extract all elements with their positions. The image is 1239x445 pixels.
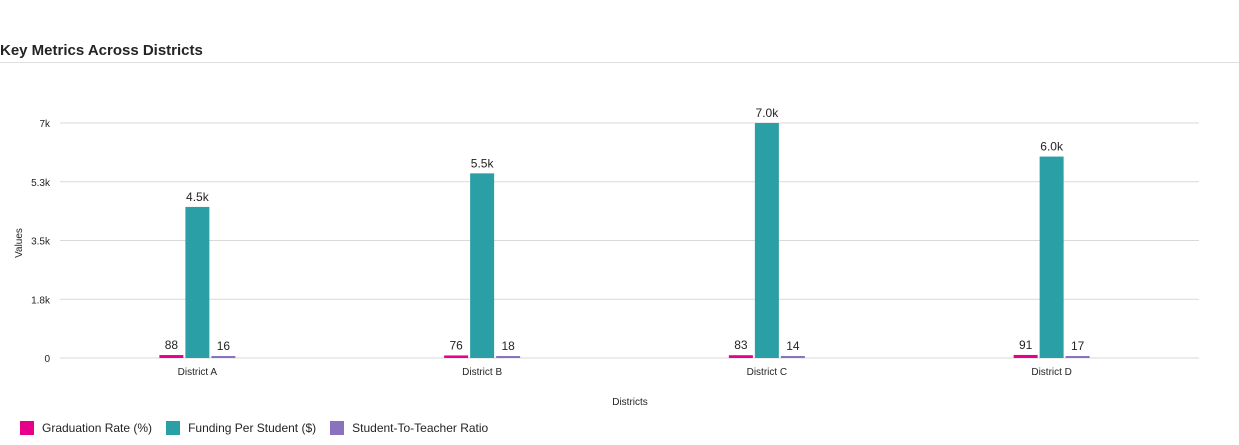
data-label: 5.5k xyxy=(471,156,495,170)
y-tick-label: 0 xyxy=(44,354,50,365)
x-tick-label: District A xyxy=(178,367,218,378)
bar[interactable] xyxy=(780,356,805,358)
bar[interactable] xyxy=(1065,356,1090,358)
legend-label: Graduation Rate (%) xyxy=(42,421,153,435)
gridlines xyxy=(60,122,1199,359)
bar[interactable] xyxy=(185,206,210,358)
legend: Graduation Rate (%) Funding Per Student (… xyxy=(20,421,502,435)
data-label: 88 xyxy=(165,338,179,352)
bar[interactable] xyxy=(470,173,495,358)
legend-item[interactable]: Student-To-Teacher Ratio xyxy=(330,421,488,435)
x-tick-label: District B xyxy=(462,367,502,378)
bar[interactable] xyxy=(159,355,184,358)
legend-swatch xyxy=(330,421,345,435)
data-labels: 88 4.5k 16 76 5.5k 18 83 7.0k 14 91 6.0k 17 xyxy=(165,106,1085,353)
legend-swatch xyxy=(166,421,181,435)
x-tick-label: District C xyxy=(747,367,788,378)
data-label: 17 xyxy=(1071,339,1085,353)
bar[interactable] xyxy=(1039,156,1064,358)
bar[interactable] xyxy=(211,356,236,358)
data-label: 6.0k xyxy=(1040,140,1064,154)
data-label: 7.0k xyxy=(756,106,780,120)
data-label: 14 xyxy=(786,339,800,353)
legend-swatch xyxy=(20,421,34,435)
legend-item[interactable]: Funding Per Student ($) xyxy=(166,421,316,435)
y-tick-label: 3.5k xyxy=(31,237,51,248)
legend-label: Student-To-Teacher Ratio xyxy=(352,421,489,435)
axes: 0 1.8k 3.5k 5.3k 7k District A District B Distr… xyxy=(31,119,1072,378)
bar[interactable] xyxy=(444,355,469,358)
bar[interactable] xyxy=(728,355,753,358)
bar[interactable] xyxy=(1013,354,1038,358)
x-tick-label: District D xyxy=(1031,367,1072,378)
y-tick-label: 7k xyxy=(39,119,51,130)
y-axis-title: Values xyxy=(14,228,25,258)
y-tick-label: 5.3k xyxy=(31,178,51,189)
legend-item[interactable]: Graduation Rate (%) xyxy=(20,421,152,435)
data-label: 83 xyxy=(734,338,748,352)
data-label: 76 xyxy=(449,338,463,352)
bars xyxy=(159,123,1090,358)
y-tick-label: 1.8k xyxy=(31,295,51,306)
legend-label: Funding Per Student ($) xyxy=(188,421,317,435)
bar[interactable] xyxy=(496,356,521,358)
chart-title: Key Metrics Across Districts xyxy=(0,42,203,59)
x-axis-title: Districts xyxy=(612,397,648,408)
data-label: 16 xyxy=(217,339,231,353)
data-label: 18 xyxy=(501,339,515,353)
bar[interactable] xyxy=(754,123,779,358)
data-label: 91 xyxy=(1019,338,1033,352)
title-divider xyxy=(0,62,1239,63)
data-label: 4.5k xyxy=(186,190,210,204)
